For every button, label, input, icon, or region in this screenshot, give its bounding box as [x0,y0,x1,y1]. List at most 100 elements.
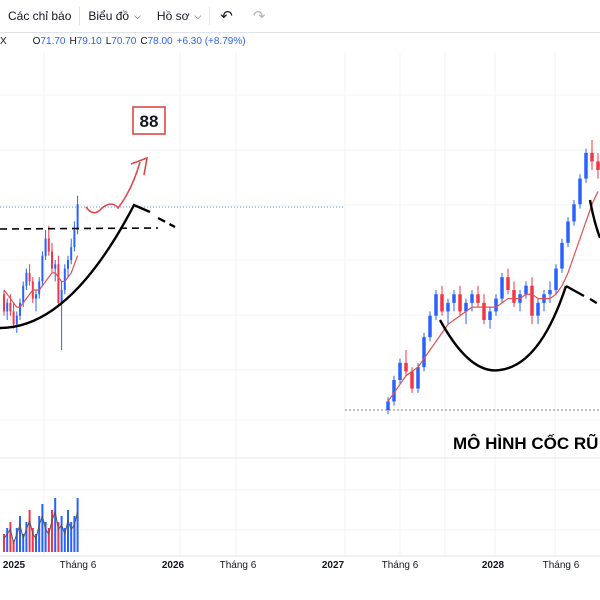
left-candle [22,285,25,303]
right-candles [386,140,600,415]
left-candle [41,255,44,282]
right-candle [578,178,582,205]
volume-average-line [3,509,79,545]
left-candle [15,315,18,325]
volume-bar [47,528,50,552]
volume-bar [6,528,9,552]
right-candle [446,302,450,312]
left-candle [76,204,79,230]
low-label: L [105,36,112,47]
x-tick-label: Tháng 6 [382,560,419,571]
right-candle [428,315,432,338]
right-candle [584,152,588,179]
redo-icon[interactable]: ↷ [252,8,266,25]
right-candle [410,371,414,389]
volume-bar [9,522,12,552]
high-label: H [69,36,77,47]
right-candle [488,311,492,320]
chart-type-button[interactable]: Biểu đồ ⌵ [80,0,149,32]
legend-close-marker[interactable]: X [0,36,7,47]
right-candle-moving-average [387,191,599,402]
change-value: +6.30 (+8.79%) [176,36,246,47]
right-candle [500,277,504,299]
left-candles [3,195,79,350]
x-tick-label: 2028 [482,560,505,571]
low-value: 70.70 [111,36,137,47]
x-tick-label: Tháng 6 [220,560,257,571]
x-tick-label: Tháng 6 [543,560,580,571]
volume-bar [25,522,28,552]
right-candle [476,294,480,303]
volume-bar [19,516,21,552]
volume-bar [31,528,34,552]
left-candle [19,302,21,316]
right-candle [506,277,510,290]
number-box-text: 88 [140,112,159,131]
volume-bar [22,534,25,552]
left-candle [35,294,37,299]
chevron-down-icon: ⌵ [134,10,141,21]
left-candle [73,230,76,248]
x-tick-label: 2025 [3,560,26,571]
number-box [132,106,166,135]
right-candle [482,302,486,320]
right-candle [512,290,516,303]
chart-grid [0,52,600,557]
handle-dashed-left [157,216,176,229]
x-axis: 2025 Tháng 6 2026 Tháng 6 2027 Tháng 6 2028 Thá… [3,560,580,571]
volume-bar [15,528,18,552]
right-candle [464,302,468,312]
right-candle [470,294,474,303]
handle-dashed-right [589,297,600,307]
volume-bar [28,510,31,552]
pattern-overlay: 88 MÔ HÌNH CỐC RŨ [0,106,600,453]
right-candle [590,152,594,162]
high-value: 79.10 [76,36,102,47]
volume-bar [54,498,57,552]
open-label: O [32,36,41,47]
right-candle [560,242,564,269]
right-candle [458,294,462,312]
arrow-head-icon [130,156,149,176]
volume-bar [67,510,69,552]
left-candle [54,264,57,269]
left-candle [12,311,15,325]
volume-bar [63,528,66,552]
chevron-down-icon: ⌵ [194,10,202,21]
volume-bar [12,540,15,552]
ohlc-legend: X O71.70 H79.10 L70.70 C78.00 +6.30 (+8.… [0,36,246,50]
undo-icon[interactable]: ↶ [220,8,233,25]
profile-button[interactable]: Hồ sơ ⌵ [149,0,209,32]
profile-label: Hồ sơ [156,9,190,23]
cup-curve-left [0,203,151,330]
left-candle-moving-average [3,255,79,308]
left-candle [51,251,53,269]
volume-bar [76,498,79,552]
right-candle [434,294,438,316]
indicators-button[interactable]: Các chỉ báo [0,0,79,32]
indicators-label: Các chỉ báo [8,9,72,23]
right-candle [416,367,420,389]
x-tick-label: 2027 [322,560,345,571]
right-candle [530,285,534,316]
volume-bars [3,498,79,552]
toolbar-divider [209,7,211,25]
right-candle [422,337,426,368]
chart-type-label: Biểu đồ [88,9,130,23]
right-candle [398,362,402,380]
left-candle [57,264,60,303]
right-candle [524,285,528,295]
right-candle [392,380,396,402]
right-candle [536,302,540,316]
right-candle [494,298,498,312]
right-candle [440,294,444,312]
left-candle [47,238,50,252]
right-candle [548,290,552,295]
volume-bar [51,510,53,552]
volume-bar [38,516,41,552]
left-candle [60,290,63,303]
right-candle [386,401,390,410]
volume-bar [60,516,63,552]
top-curve-right [588,199,600,239]
